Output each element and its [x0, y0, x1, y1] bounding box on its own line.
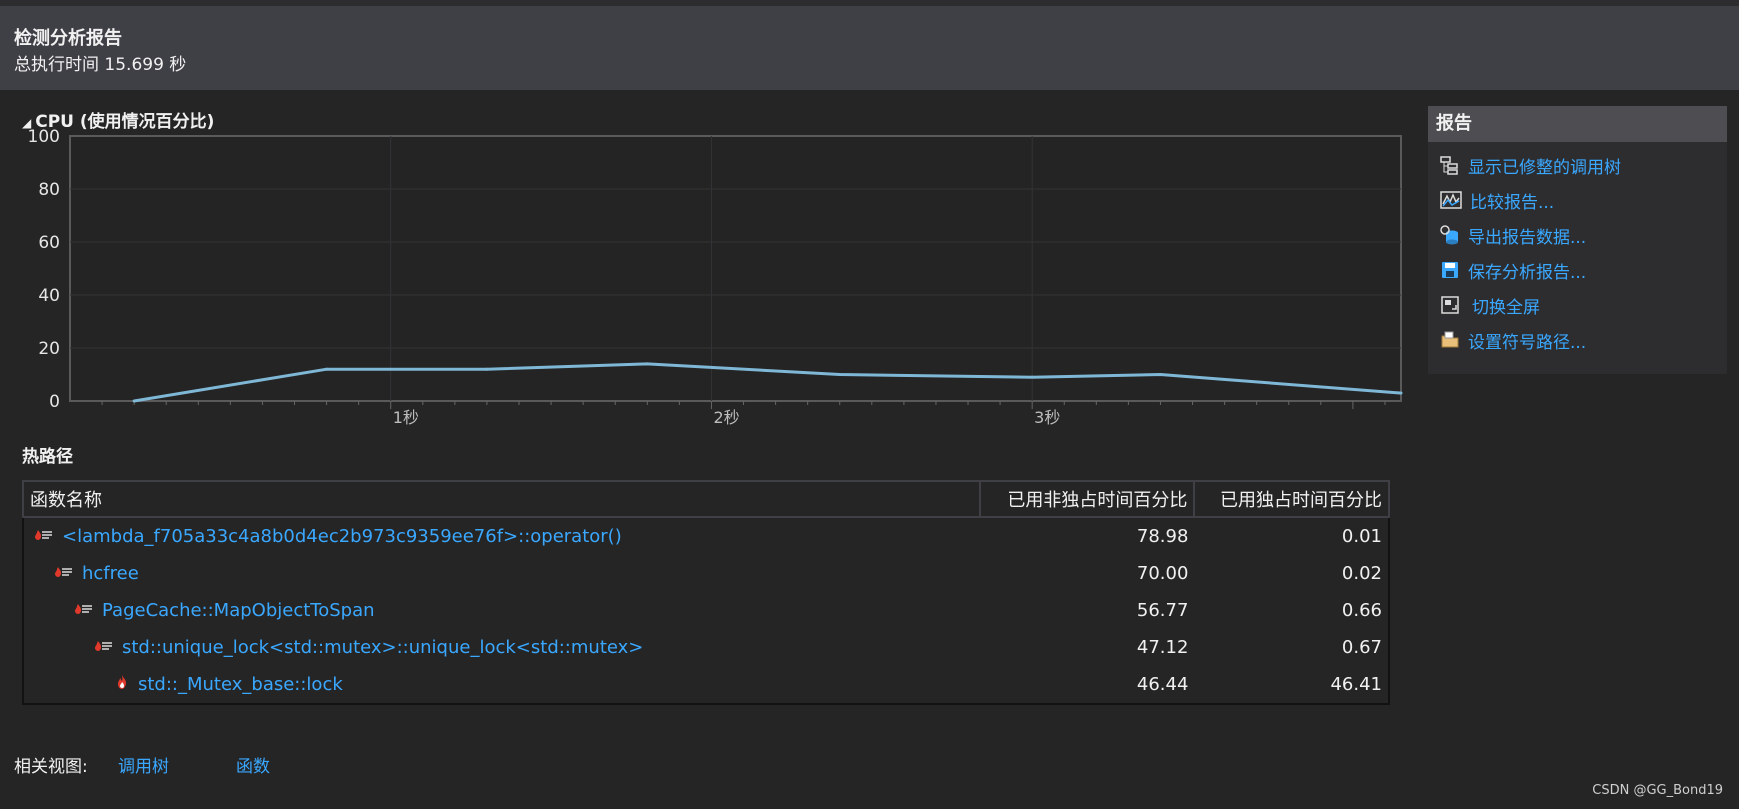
exclusive-percent-cell: 46.41 — [1330, 674, 1382, 695]
cpu-usage-chart[interactable]: 100 80 60 40 20 0 1秒 2秒 3秒 — [18, 128, 1403, 428]
sidebar-item-label: 设置符号路径... — [1468, 332, 1587, 353]
exclusive-percent-cell: 0.67 — [1341, 637, 1382, 658]
function-link[interactable]: hcfree — [82, 562, 139, 584]
sidebar-item-label: 保存分析报告... — [1468, 262, 1587, 283]
function-link[interactable]: <lambda_f705a33c4a8b0d4ec2b973c9359ee76f… — [62, 525, 622, 547]
compare-report-icon — [1440, 191, 1462, 209]
sidebar-item-label: 显示已修整的调用树 — [1468, 157, 1621, 178]
exclusive-percent-cell: 0.66 — [1341, 600, 1382, 621]
inclusive-percent-cell: 46.44 — [1136, 674, 1189, 695]
table-row[interactable]: std::unique_lock<std::mutex>::unique_loc… — [23, 629, 1389, 666]
column-header-inclusive[interactable]: 已用非独占时间百分比 — [978, 480, 1196, 518]
folder-icon — [1441, 331, 1459, 348]
function-name-cell: PageCache::MapObjectToSpan — [23, 592, 980, 629]
y-tick-label: 0 — [49, 392, 60, 412]
collapse-triangle-icon: ◢ — [22, 116, 32, 130]
call-tree-icon — [1440, 156, 1458, 175]
cpu-data-point — [645, 362, 649, 366]
sidebar-item-label: 导出报告数据... — [1468, 227, 1587, 248]
related-views-label: 相关视图: — [14, 757, 88, 777]
fullscreen-icon — [1441, 296, 1459, 314]
column-header-function-name[interactable]: 函数名称 — [22, 480, 981, 518]
related-view-link-call-tree[interactable]: 调用树 — [118, 757, 169, 777]
hot-path-title: 热路径 — [22, 447, 73, 467]
cpu-usage-line — [133, 362, 1402, 403]
hot-path-icon — [34, 526, 54, 547]
total-execution-time: 总执行时间 15.699 秒 — [14, 55, 187, 75]
table-header-row: 函数名称 已用非独占时间百分比 已用独占时间百分比 — [22, 480, 1390, 518]
y-tick-label: 80 — [38, 180, 60, 200]
sidebar-item-label: 比较报告... — [1470, 192, 1555, 213]
function-name-cell: std::unique_lock<std::mutex>::unique_loc… — [23, 629, 980, 666]
top-border — [0, 0, 1739, 6]
inclusive-percent-cell: 78.98 — [1136, 526, 1189, 547]
column-header-exclusive[interactable]: 已用独占时间百分比 — [1193, 480, 1390, 518]
cpu-data-point — [325, 367, 329, 371]
inclusive-percent-cell: 47.12 — [1136, 637, 1189, 658]
x-tick-label: 2秒 — [713, 408, 739, 427]
cpu-data-point — [485, 367, 489, 371]
cpu-section-title: CPU (使用情况百分比) — [35, 112, 215, 132]
exclusive-percent-cell: 0.01 — [1341, 526, 1382, 547]
sidebar-title: 报告 — [1428, 106, 1727, 142]
report-header: 检测分析报告 总执行时间 15.699 秒 — [0, 6, 1739, 90]
hot-path-table: 函数名称 已用非独占时间百分比 已用独占时间百分比 <lambda_f705a3… — [22, 480, 1390, 705]
function-link[interactable]: std::_Mutex_base::lock — [138, 673, 343, 695]
watermark: CSDN @GG_Bond19 — [1592, 783, 1723, 798]
plot-area — [69, 135, 1402, 402]
sidebar-item-show-trimmed-call-tree[interactable]: 显示已修整的调用树 — [1440, 152, 1621, 178]
table-row[interactable]: PageCache::MapObjectToSpan 56.77 0.66 — [23, 592, 1389, 629]
related-view-link-functions[interactable]: 函数 — [236, 757, 270, 777]
table-row[interactable]: <lambda_f705a33c4a8b0d4ec2b973c9359ee76f… — [23, 517, 1389, 555]
hot-path-icon — [94, 637, 114, 658]
function-name-cell: <lambda_f705a33c4a8b0d4ec2b973c9359ee76f… — [23, 517, 980, 555]
cpu-section-toggle[interactable]: ◢ CPU (使用情况百分比) — [22, 107, 214, 132]
cpu-data-point — [1399, 391, 1403, 395]
x-tick-label: 3秒 — [1034, 408, 1060, 427]
hot-path-icon — [74, 600, 94, 621]
function-name-cell: hcfree — [23, 555, 980, 592]
function-name-cell: std::_Mutex_base::lock — [23, 666, 980, 704]
sidebar-item-set-symbol-path[interactable]: 设置符号路径... — [1440, 327, 1586, 353]
table-row[interactable]: hcfree 70.00 0.02 — [23, 555, 1389, 592]
sidebar-item-label: 切换全屏 — [1472, 297, 1540, 318]
x-tick-label: 1秒 — [393, 408, 419, 427]
hot-path-icon — [54, 563, 74, 584]
sidebar-item-toggle-fullscreen[interactable]: 切换全屏 — [1440, 292, 1540, 318]
sidebar-item-compare-report[interactable]: 比较报告... — [1440, 187, 1554, 213]
cpu-data-point — [1030, 375, 1034, 379]
table-row[interactable]: std::_Mutex_base::lock 46.44 46.41 — [23, 666, 1389, 704]
cpu-data-point — [1158, 373, 1162, 376]
y-tick-label: 40 — [38, 286, 60, 306]
function-link[interactable]: std::unique_lock<std::mutex>::unique_loc… — [122, 636, 644, 658]
inclusive-percent-cell: 56.77 — [1136, 600, 1189, 621]
export-data-icon — [1440, 225, 1458, 245]
save-icon — [1442, 262, 1458, 278]
exclusive-percent-cell: 0.02 — [1341, 563, 1382, 584]
page-title: 检测分析报告 — [14, 28, 122, 49]
y-tick-label: 20 — [38, 339, 60, 359]
cpu-data-point — [132, 399, 136, 403]
y-tick-label: 100 — [28, 128, 60, 147]
cpu-data-point — [838, 373, 842, 376]
sidebar-item-save-report[interactable]: 保存分析报告... — [1440, 257, 1586, 283]
inclusive-percent-cell: 70.00 — [1136, 563, 1189, 584]
flame-icon — [114, 674, 130, 695]
sidebar-item-export-data[interactable]: 导出报告数据... — [1440, 222, 1586, 248]
report-sidebar: 报告 显示已修整的调用树 比较报告... 导出报告数据... 保存分析报告...… — [1428, 106, 1727, 374]
y-tick-label: 60 — [38, 233, 60, 253]
function-link[interactable]: PageCache::MapObjectToSpan — [102, 599, 375, 621]
